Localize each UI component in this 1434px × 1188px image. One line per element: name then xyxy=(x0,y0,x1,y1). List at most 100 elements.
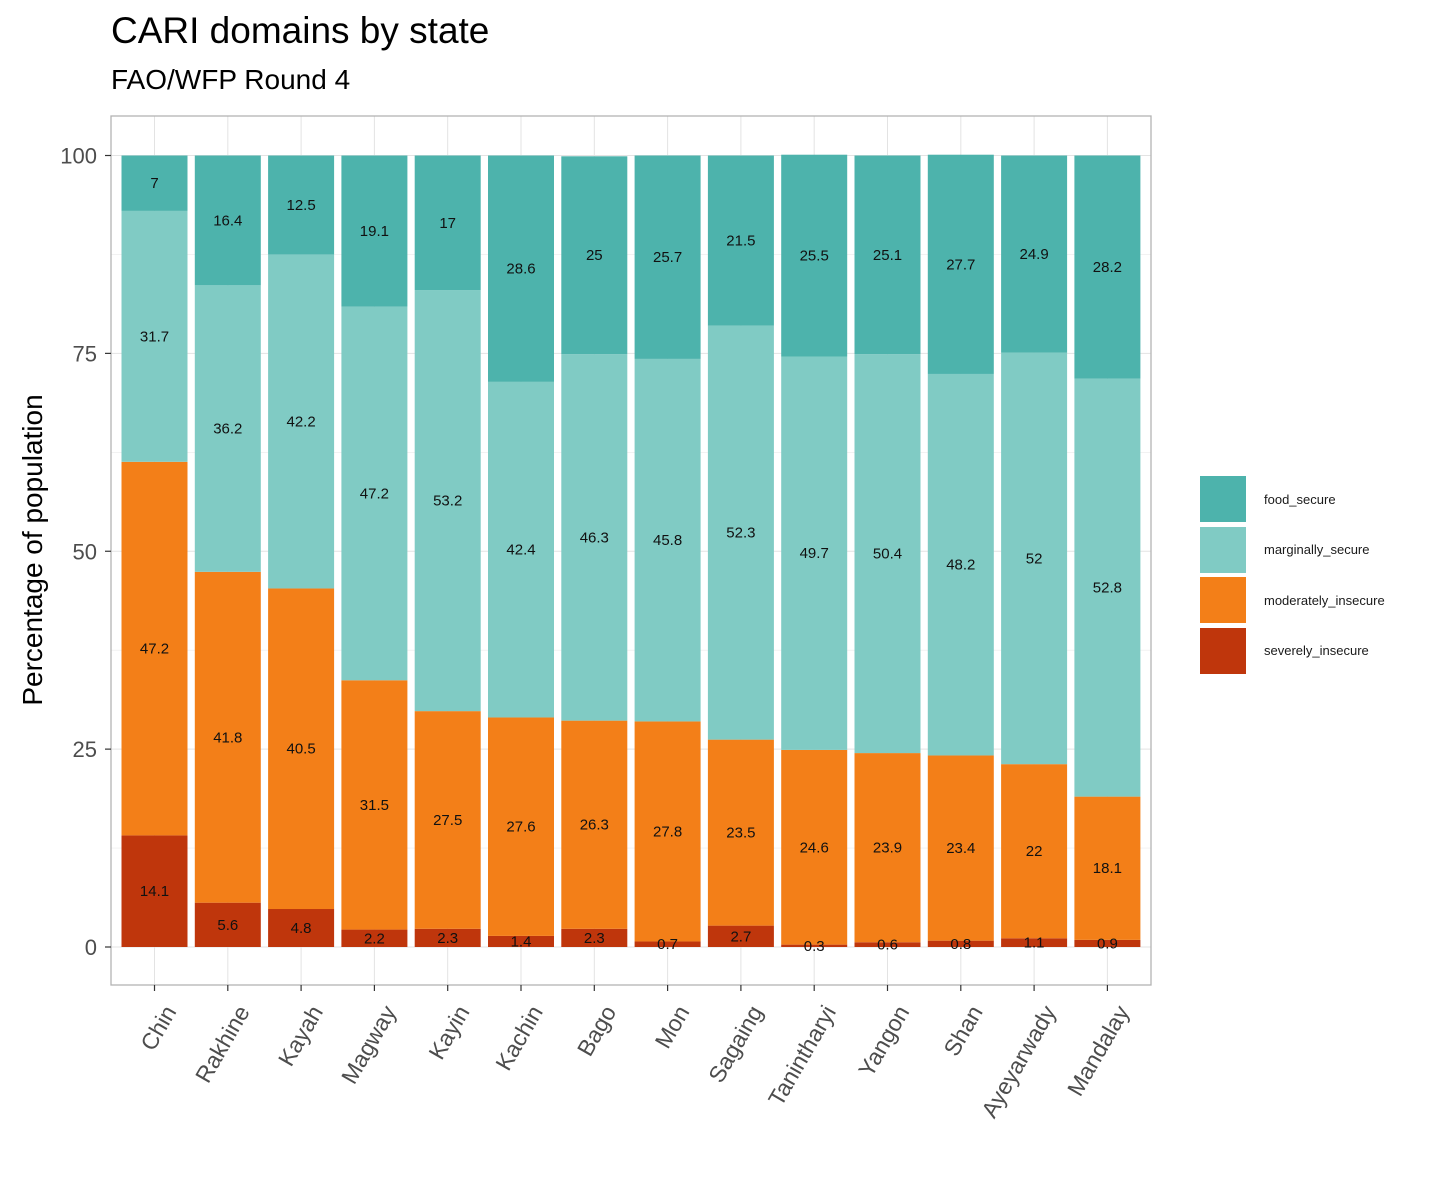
x-tick-label: Kayah xyxy=(273,1001,328,1070)
legend-item: food_secure xyxy=(1200,474,1385,525)
bar-food_secure-kayin xyxy=(414,155,481,291)
bar-moderately_insecure-magway xyxy=(341,680,408,930)
data-label: 42.2 xyxy=(286,413,315,430)
data-label: 53.2 xyxy=(433,493,462,510)
panel-border xyxy=(110,115,1152,986)
x-tick-label: Kayin xyxy=(423,1001,474,1064)
bar-severely_insecure-kachin xyxy=(488,935,554,947)
data-label: 0.8 xyxy=(950,936,971,953)
bar-severely_insecure-tanintharyi xyxy=(781,944,848,947)
data-label: 47.2 xyxy=(360,485,389,502)
legend-label: moderately_insecure xyxy=(1264,592,1385,608)
data-label: 17 xyxy=(439,215,456,232)
bar-marginally_secure-rakhine xyxy=(194,285,261,572)
data-label: 24.6 xyxy=(800,839,829,856)
bar-severely_insecure-kayin xyxy=(414,928,481,947)
data-label: 52.8 xyxy=(1093,580,1122,597)
bar-food_secure-kayah xyxy=(268,155,335,255)
y-tick-label: 25 xyxy=(73,737,97,762)
legend-item: marginally_secure xyxy=(1200,525,1385,576)
data-label: 25.1 xyxy=(873,247,902,264)
bar-marginally_secure-yangon xyxy=(854,354,921,754)
data-label: 19.1 xyxy=(360,223,389,240)
bar-marginally_secure-mon xyxy=(634,358,701,722)
bar-food_secure-mandalay xyxy=(1074,155,1141,379)
bar-marginally_secure-shan xyxy=(927,373,994,756)
bar-marginally_secure-kayah xyxy=(268,254,335,589)
bar-moderately_insecure-mon xyxy=(634,721,701,942)
bar-marginally_secure-ayeyarwady xyxy=(1001,352,1068,765)
data-label: 2.3 xyxy=(584,930,605,947)
data-label: 42.4 xyxy=(506,542,535,559)
bar-marginally_secure-sagaing xyxy=(707,325,774,740)
chart-subtitle: FAO/WFP Round 4 xyxy=(111,64,351,95)
data-label: 41.8 xyxy=(213,729,242,746)
data-label: 25 xyxy=(586,247,603,264)
data-label: 21.5 xyxy=(726,233,755,250)
legend-item: severely_insecure xyxy=(1200,626,1385,677)
bar-moderately_insecure-kachin xyxy=(488,717,554,936)
data-label: 27.7 xyxy=(946,256,975,273)
data-label: 0.7 xyxy=(657,936,678,953)
x-tick-label: Sagaing xyxy=(703,1001,768,1087)
data-label: 31.7 xyxy=(140,328,169,345)
bar-moderately_insecure-sagaing xyxy=(707,739,774,926)
bar-moderately_insecure-bago xyxy=(561,720,628,929)
bar-marginally_secure-tanintharyi xyxy=(781,356,848,750)
data-label: 25.7 xyxy=(653,249,682,266)
legend: food_secure marginally_secure moderately_i… xyxy=(1200,474,1385,676)
data-label: 16.4 xyxy=(213,212,242,229)
bar-moderately_insecure-yangon xyxy=(854,753,921,943)
legend-label: food_secure xyxy=(1264,491,1336,507)
bar-moderately_insecure-kayah xyxy=(268,588,335,910)
bar-food_secure-tanintharyi xyxy=(781,154,848,357)
data-label: 45.8 xyxy=(653,532,682,549)
data-label: 0.9 xyxy=(1097,935,1118,952)
bar-food_secure-shan xyxy=(927,154,994,374)
data-label: 50.4 xyxy=(873,546,902,563)
data-label: 0.3 xyxy=(804,938,825,955)
bar-moderately_insecure-chin xyxy=(121,461,188,836)
data-label: 23.4 xyxy=(946,840,975,857)
data-label: 27.5 xyxy=(433,812,462,829)
bar-severely_insecure-chin xyxy=(121,835,188,947)
data-label: 27.6 xyxy=(506,819,535,836)
legend-label: severely_insecure xyxy=(1264,643,1369,659)
data-label: 12.5 xyxy=(286,197,315,214)
x-tick-label: Mon xyxy=(650,1001,695,1053)
x-tick-label: Rakhine xyxy=(190,1001,255,1087)
bar-moderately_insecure-tanintharyi xyxy=(781,749,848,945)
bar-food_secure-rakhine xyxy=(194,155,261,286)
bar-severely_insecure-sagaing xyxy=(707,925,774,947)
data-label: 48.2 xyxy=(946,557,975,574)
data-label: 27.8 xyxy=(653,823,682,840)
legend-item: moderately_insecure xyxy=(1200,575,1385,626)
data-label: 25.5 xyxy=(800,248,829,265)
bar-food_secure-mon xyxy=(634,155,701,359)
bar-severely_insecure-ayeyarwady xyxy=(1001,938,1068,947)
data-label: 5.6 xyxy=(217,917,238,934)
x-tick-label: Bago xyxy=(572,1001,621,1061)
bar-marginally_secure-magway xyxy=(341,306,408,681)
data-label: 52 xyxy=(1026,550,1043,567)
bar-severely_insecure-mandalay xyxy=(1074,939,1141,947)
data-label: 36.2 xyxy=(213,421,242,438)
bar-severely_insecure-shan xyxy=(927,940,994,947)
legend-swatch xyxy=(1200,577,1246,624)
y-tick-label: 50 xyxy=(73,539,97,564)
data-label: 4.8 xyxy=(291,920,312,937)
data-label: 2.3 xyxy=(437,930,458,947)
data-label: 18.1 xyxy=(1093,860,1122,877)
data-label: 2.7 xyxy=(730,928,751,945)
x-tick-label: Chin xyxy=(135,1001,181,1055)
x-tick-label: Ayeyarwady xyxy=(976,1000,1061,1122)
data-label: 14.1 xyxy=(140,883,169,900)
bar-moderately_insecure-shan xyxy=(927,755,994,941)
plot-panel xyxy=(111,116,1151,985)
data-label: 24.9 xyxy=(1019,246,1048,263)
bar-food_secure-bago xyxy=(561,156,628,355)
bar-marginally_secure-bago xyxy=(561,354,628,721)
data-label: 52.3 xyxy=(726,525,755,542)
legend-swatch xyxy=(1200,627,1246,674)
